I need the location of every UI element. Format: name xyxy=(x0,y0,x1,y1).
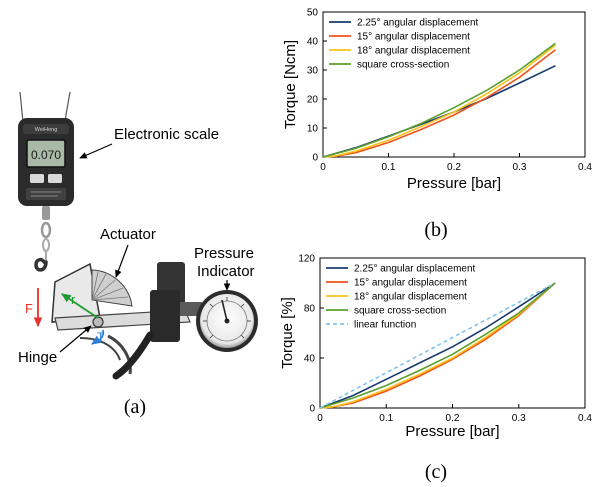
series-line-1 xyxy=(319,282,556,409)
force-symbol: F xyxy=(25,301,33,316)
chart-torque-ncm: 0 0.1 0.2 0.3 0.4 0 10 20 30 40 50 2.25° angular di… xyxy=(282,8,592,193)
torque-symbol: T xyxy=(97,330,105,344)
series-line-4 xyxy=(322,42,556,158)
pump-body xyxy=(112,262,202,380)
scale-display-value: 0.070 xyxy=(31,148,61,162)
callout-electronic-scale: Electronic scale xyxy=(114,126,219,143)
y-axis-label: Torque [Ncm] xyxy=(282,40,299,129)
callout-indicator: Indicator xyxy=(197,263,255,280)
y-tick-label: 40 xyxy=(304,354,316,365)
callout-arrow-scale xyxy=(79,143,113,159)
legend-label-2: 15° angular displacement xyxy=(357,32,470,43)
x-tick-label: 0 xyxy=(320,162,326,173)
actuator-photo: WeiHeng 0.070 xyxy=(18,91,258,380)
scale-display xyxy=(26,139,66,168)
legend-label-1: 2.25° angular displacement xyxy=(357,18,479,29)
callout-actuator: Actuator xyxy=(100,226,156,243)
series-line-3 xyxy=(319,282,556,409)
legend-label-5: linear function xyxy=(354,320,416,331)
x-tick-label: 0.4 xyxy=(578,413,592,424)
legend-label-4: square cross-section xyxy=(357,60,449,71)
callout-pressure: Pressure xyxy=(194,245,254,262)
x-tick-label: 0 xyxy=(317,413,323,424)
plot-frame xyxy=(319,257,586,409)
series-line-3 xyxy=(322,44,556,158)
x-tick-label: 0.1 xyxy=(382,162,396,173)
x-tick-label: 0.4 xyxy=(578,162,592,173)
legend-label-4: square cross-section xyxy=(354,306,446,317)
x-tick-label: 0.3 xyxy=(512,413,526,424)
panel-label-a: (a) xyxy=(124,396,146,418)
y-tick-label: 80 xyxy=(304,304,316,315)
force-arrow: F xyxy=(25,288,43,328)
x-axis-label: Pressure [bar] xyxy=(407,175,501,192)
y-axis-label: Torque [%] xyxy=(279,297,296,369)
plot-frame xyxy=(322,11,586,158)
callout-arrow-actuator xyxy=(115,244,129,278)
hinge-pin xyxy=(92,316,104,328)
y-tick-label: 10 xyxy=(307,124,319,135)
x-tick-label: 0.1 xyxy=(379,413,393,424)
torque-arrow: T xyxy=(91,329,105,345)
y-tick-label: 0 xyxy=(309,404,315,415)
scale-brand-text: WeiHeng xyxy=(35,127,58,133)
series-line-4 xyxy=(319,282,556,409)
y-tick-label: 20 xyxy=(307,95,319,106)
y-tick-label: 30 xyxy=(307,66,319,77)
x-axis-label: Pressure [bar] xyxy=(405,423,499,440)
radius-symbol: r xyxy=(71,292,76,307)
y-tick-label: 0 xyxy=(312,153,318,164)
y-tick-label: 120 xyxy=(298,254,315,265)
callout-arrow-hinge xyxy=(59,325,92,353)
electronic-scale: WeiHeng 0.070 xyxy=(18,118,74,206)
x-tick-label: 0.2 xyxy=(447,162,461,173)
panel-label-c: (c) xyxy=(425,461,447,483)
scale-hook xyxy=(34,206,52,272)
pressure-gauge xyxy=(196,290,258,352)
legend-label-3: 18° angular displacement xyxy=(357,46,470,57)
x-tick-label: 0.3 xyxy=(513,162,527,173)
chart-torque-percent: 0 0.1 0.2 0.3 0.4 0 40 80 120 2.25° angular displ… xyxy=(279,254,592,441)
y-tick-label: 50 xyxy=(307,8,319,19)
callout-hinge: Hinge xyxy=(18,349,57,366)
legend-label-1: 2.25° angular displacement xyxy=(354,264,476,275)
legend-label-3: 18° angular displacement xyxy=(354,292,467,303)
series-line-5 xyxy=(319,282,556,409)
y-tick-label: 40 xyxy=(307,37,319,48)
legend-label-2: 15° angular displacement xyxy=(354,278,467,289)
x-tick-label: 0.2 xyxy=(446,413,460,424)
radius-arrow: r xyxy=(61,292,99,319)
panel-label-b: (b) xyxy=(424,219,447,241)
